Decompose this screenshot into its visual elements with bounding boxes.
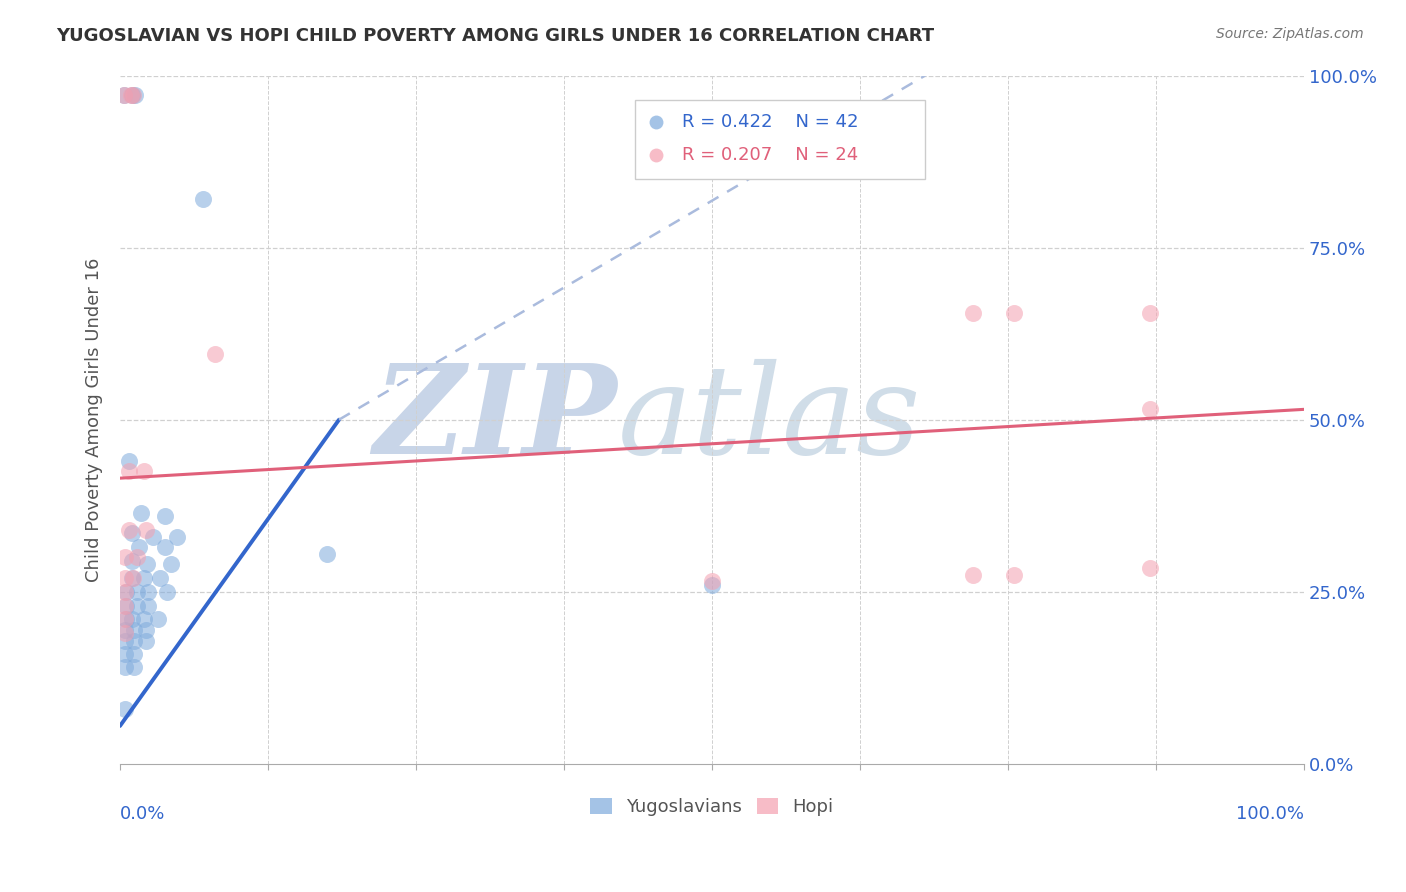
Text: R = 0.207    N = 24: R = 0.207 N = 24 [682,145,859,163]
Point [122,647,145,661]
Point [1139,402,1161,417]
Point [114,634,136,648]
Point [114,702,136,716]
Text: 100.0%: 100.0% [1236,805,1305,823]
Point [114,647,136,661]
Point [136,558,159,572]
Point [122,87,145,102]
Point [135,634,157,648]
Point [122,623,145,637]
Point [962,567,984,582]
Point [204,347,226,361]
Text: R = 0.422    N = 42: R = 0.422 N = 42 [682,113,859,131]
Point [700,574,723,589]
Point [135,623,157,637]
Point [114,550,136,565]
Legend: Yugoslavians, Hopi: Yugoslavians, Hopi [583,791,841,823]
Point [114,623,136,637]
Point [138,599,160,613]
Point [153,509,176,524]
Text: atlas: atlas [617,359,921,481]
Point [124,87,146,102]
Point [118,454,141,468]
Point [114,660,136,674]
Point [1139,560,1161,574]
Point [138,584,160,599]
Point [135,523,157,537]
Point [132,612,155,626]
Text: ZIP: ZIP [374,359,617,481]
Text: Source: ZipAtlas.com: Source: ZipAtlas.com [1216,27,1364,41]
Point [1139,306,1161,320]
Point [122,571,145,585]
Text: 0.0%: 0.0% [120,805,166,823]
Point [115,599,138,613]
Point [121,526,143,541]
Point [1002,567,1025,582]
Point [114,584,136,599]
Point [114,571,136,585]
Point [1002,306,1025,320]
Point [132,464,155,478]
Point [962,306,984,320]
Point [316,547,339,561]
Point [122,660,145,674]
Point [125,599,148,613]
Point [121,554,143,568]
Point [122,634,145,648]
Point [112,87,135,102]
Point [114,612,136,626]
Point [146,612,169,626]
Point [112,87,135,102]
Point [132,571,155,585]
Point [114,626,136,640]
Point [153,540,176,554]
Point [149,571,172,585]
Point [160,558,183,572]
Point [114,599,136,613]
Point [118,523,141,537]
Point [115,612,138,626]
Point [121,571,143,585]
Point [120,87,142,102]
Point [125,550,148,565]
Point [125,584,148,599]
Point [191,193,214,207]
Point [118,464,141,478]
FancyBboxPatch shape [636,100,925,178]
Point [115,584,138,599]
Point [128,540,150,554]
Point [129,506,152,520]
Point [700,578,723,592]
Point [121,87,143,102]
Point [645,147,668,161]
Point [156,584,179,599]
Y-axis label: Child Poverty Among Girls Under 16: Child Poverty Among Girls Under 16 [86,258,103,582]
Point [142,530,165,544]
Point [166,530,188,544]
Point [645,115,668,129]
Text: YUGOSLAVIAN VS HOPI CHILD POVERTY AMONG GIRLS UNDER 16 CORRELATION CHART: YUGOSLAVIAN VS HOPI CHILD POVERTY AMONG … [56,27,935,45]
Point [121,612,143,626]
